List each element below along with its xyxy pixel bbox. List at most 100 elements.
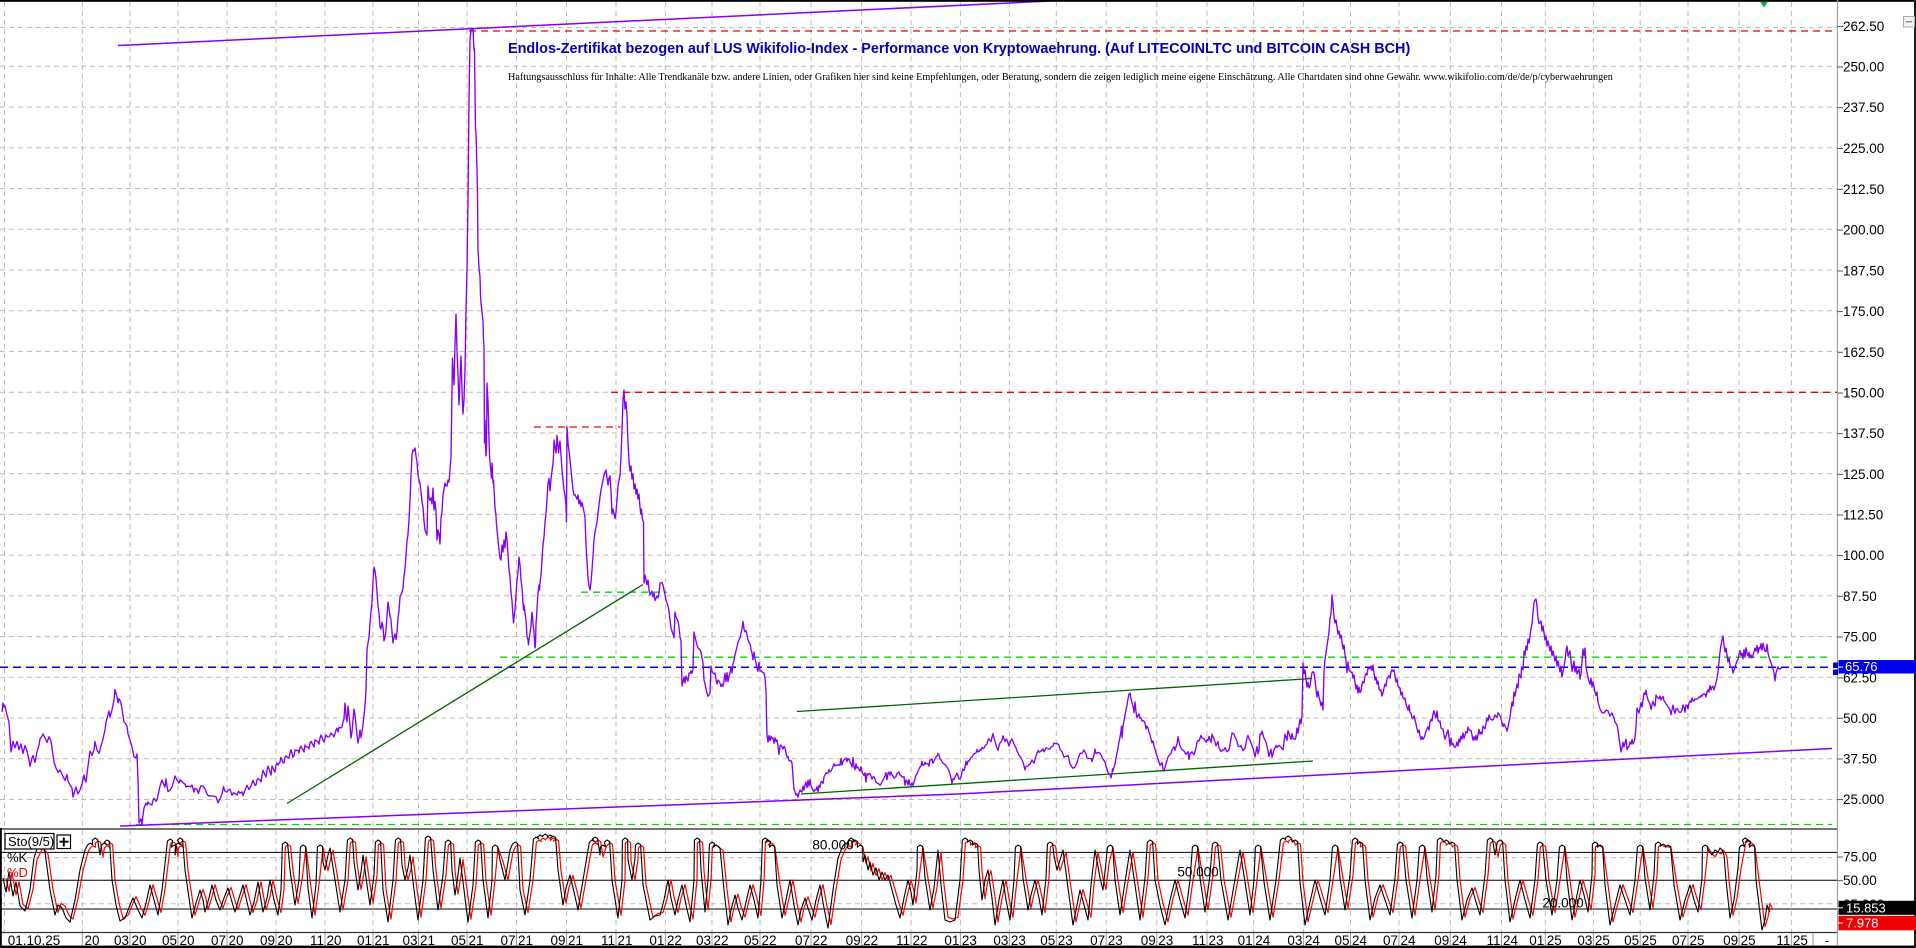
svg-text:21: 21: [469, 933, 484, 948]
svg-text:21: 21: [420, 933, 435, 948]
svg-text:75.00: 75.00: [1843, 850, 1877, 865]
svg-text:20: 20: [327, 933, 342, 948]
svg-text:09: 09: [260, 933, 275, 948]
svg-text:Sto(9/5): Sto(9/5): [8, 834, 54, 849]
svg-text:23: 23: [962, 933, 977, 948]
svg-text:25: 25: [1595, 933, 1610, 948]
svg-text:03: 03: [402, 933, 417, 948]
svg-text:01: 01: [944, 933, 959, 948]
svg-text:25: 25: [1547, 933, 1562, 948]
svg-text:07: 07: [1672, 933, 1687, 948]
svg-text:03: 03: [1287, 933, 1302, 948]
svg-text:15.853: 15.853: [1846, 900, 1886, 915]
svg-text:80.000: 80.000: [812, 838, 853, 853]
svg-text:01.10.25: 01.10.25: [8, 933, 61, 948]
svg-text:22: 22: [714, 933, 729, 948]
svg-text:20: 20: [180, 933, 195, 948]
svg-text:150.00: 150.00: [1843, 386, 1884, 401]
svg-text:07: 07: [211, 933, 226, 948]
svg-text:%K: %K: [7, 850, 28, 865]
svg-text:87.50: 87.50: [1843, 589, 1877, 604]
svg-text:250.00: 250.00: [1843, 60, 1884, 75]
svg-text:01: 01: [1529, 933, 1544, 948]
svg-text:21: 21: [568, 933, 583, 948]
svg-text:05: 05: [1624, 933, 1639, 948]
svg-text:125.00: 125.00: [1843, 467, 1884, 482]
svg-text:05: 05: [451, 933, 466, 948]
svg-text:09: 09: [846, 933, 861, 948]
svg-text:-: -: [1825, 933, 1830, 948]
svg-text:20.000: 20.000: [1542, 896, 1583, 911]
svg-text:162.50: 162.50: [1843, 345, 1884, 360]
svg-text:%D: %D: [7, 865, 28, 880]
svg-text:25: 25: [1690, 933, 1705, 948]
svg-text:07: 07: [1383, 933, 1398, 948]
svg-text:22: 22: [913, 933, 928, 948]
svg-text:50.000: 50.000: [1177, 865, 1218, 880]
svg-text:23: 23: [1209, 933, 1224, 948]
svg-text:09: 09: [550, 933, 565, 948]
svg-text:03: 03: [993, 933, 1008, 948]
svg-text:07: 07: [795, 933, 810, 948]
svg-text:37.50: 37.50: [1843, 752, 1877, 767]
svg-text:23: 23: [1058, 933, 1073, 948]
svg-text:11: 11: [1192, 933, 1206, 948]
svg-text:21: 21: [518, 933, 533, 948]
svg-text:100.00: 100.00: [1843, 548, 1884, 563]
svg-text:07: 07: [1090, 933, 1105, 948]
svg-text:75.00: 75.00: [1843, 630, 1877, 645]
svg-text:11: 11: [896, 933, 910, 948]
svg-text:11: 11: [310, 933, 324, 948]
svg-text:25: 25: [1642, 933, 1657, 948]
svg-text:62.50: 62.50: [1843, 671, 1877, 686]
svg-text:24: 24: [1401, 933, 1417, 948]
svg-text:09: 09: [1434, 933, 1449, 948]
svg-text:09: 09: [1723, 933, 1738, 948]
svg-text:225.00: 225.00: [1843, 141, 1884, 156]
svg-text:24: 24: [1452, 933, 1468, 948]
svg-text:20: 20: [278, 933, 293, 948]
svg-text:65.76: 65.76: [1845, 659, 1878, 674]
svg-text:262.50: 262.50: [1843, 19, 1884, 34]
svg-text:23: 23: [1158, 933, 1173, 948]
svg-text:11: 11: [1486, 933, 1500, 948]
svg-text:24: 24: [1352, 933, 1368, 948]
svg-text:24: 24: [1255, 933, 1271, 948]
svg-text:7.978: 7.978: [1846, 916, 1879, 931]
svg-text:05: 05: [1334, 933, 1349, 948]
svg-text:50.00: 50.00: [1843, 873, 1877, 888]
svg-text:22: 22: [813, 933, 828, 948]
svg-text:112.50: 112.50: [1843, 508, 1883, 523]
svg-text:23: 23: [1108, 933, 1123, 948]
svg-text:09: 09: [1141, 933, 1156, 948]
svg-text:05: 05: [744, 933, 759, 948]
svg-text:21: 21: [375, 933, 390, 948]
svg-text:24: 24: [1503, 933, 1519, 948]
svg-text:22: 22: [863, 933, 878, 948]
svg-text:Haftungsausschluss für Inhalte: Haftungsausschluss für Inhalte: Alle Tre…: [508, 72, 1613, 83]
svg-text:Endlos-Zertifikat bezogen auf: Endlos-Zertifikat bezogen auf LUS Wikifo…: [508, 41, 1410, 57]
svg-text:22: 22: [667, 933, 682, 948]
svg-text:20: 20: [84, 933, 99, 948]
svg-text:03: 03: [1577, 933, 1592, 948]
svg-text:11: 11: [601, 933, 615, 948]
svg-text:212.50: 212.50: [1843, 182, 1884, 197]
svg-text:21: 21: [618, 933, 633, 948]
svg-text:25: 25: [1793, 933, 1808, 948]
svg-text:25: 25: [1741, 933, 1756, 948]
svg-text:05: 05: [1040, 933, 1055, 948]
svg-text:01: 01: [357, 933, 372, 948]
svg-text:01: 01: [649, 933, 664, 948]
svg-text:07: 07: [500, 933, 515, 948]
svg-text:187.50: 187.50: [1843, 264, 1884, 279]
svg-text:03: 03: [696, 933, 711, 948]
svg-text:01: 01: [1238, 933, 1253, 948]
svg-text:237.50: 237.50: [1843, 100, 1884, 115]
svg-text:11: 11: [1776, 933, 1790, 948]
svg-text:20: 20: [229, 933, 244, 948]
svg-text:24: 24: [1305, 933, 1321, 948]
svg-text:137.50: 137.50: [1843, 426, 1884, 441]
svg-text:20: 20: [132, 933, 147, 948]
svg-text:175.00: 175.00: [1843, 304, 1884, 319]
svg-text:23: 23: [1011, 933, 1026, 948]
